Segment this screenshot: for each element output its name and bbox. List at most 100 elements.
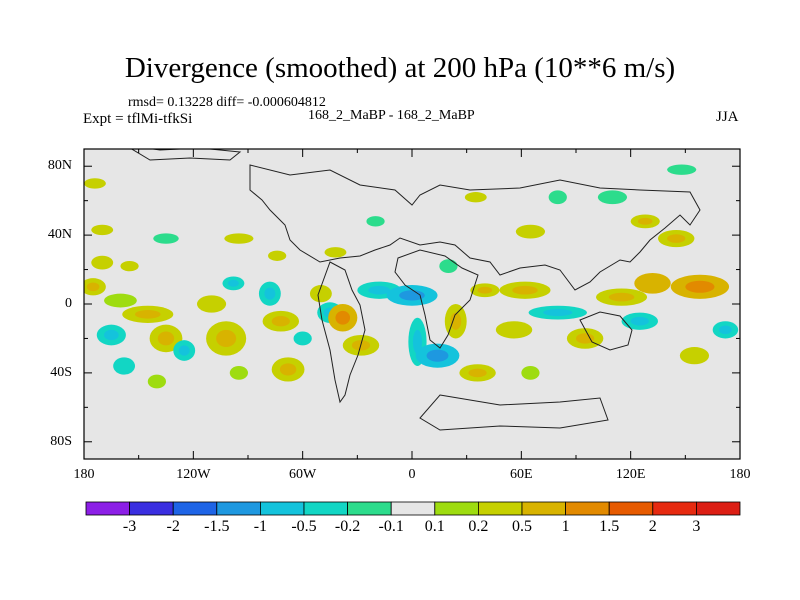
- season-label: JJA: [716, 109, 739, 125]
- x-tick-label: 120W: [176, 467, 211, 482]
- field-core-32: [576, 333, 595, 344]
- field-core-35: [643, 278, 662, 289]
- field-core-6: [178, 345, 190, 356]
- coastline-4: [419, 394, 609, 431]
- colorbar-label: 0.1: [424, 518, 445, 535]
- y-tick-label: 80S: [50, 433, 72, 449]
- field-region-49: [153, 233, 179, 244]
- colorbar-box-5: [303, 501, 348, 516]
- field-core-23: [412, 329, 423, 354]
- field-core-22: [399, 290, 425, 301]
- field-core-4: [104, 329, 119, 341]
- field-region-46: [667, 164, 697, 175]
- colorbar-label: -3: [122, 518, 137, 535]
- field-core-24: [426, 349, 449, 362]
- colorbar-box-2: [172, 501, 218, 516]
- colorbar-box-1: [129, 501, 174, 516]
- colorbar-box-6: [347, 501, 392, 516]
- field-core-5: [157, 331, 175, 346]
- field-region-8: [147, 374, 166, 389]
- coastline-0: [249, 164, 701, 291]
- field-region-26: [439, 259, 458, 273]
- colorbar-label: -1: [253, 518, 268, 535]
- field-region-2: [104, 293, 137, 308]
- colorbar-box-13: [652, 501, 697, 516]
- colorbar-box-4: [259, 501, 305, 516]
- field-core-36: [630, 316, 649, 326]
- field-core-0: [86, 282, 100, 292]
- colorbar-box-10: [521, 501, 566, 516]
- colorbar-label: -2: [166, 518, 180, 535]
- colorbar-box-11: [565, 501, 610, 516]
- colorbar-label: 1: [561, 518, 570, 535]
- colorbar-box-8: [434, 501, 479, 516]
- field-region-7: [113, 357, 136, 375]
- colorbar-box-14: [696, 501, 741, 516]
- colorbar-label: 1.5: [599, 518, 620, 535]
- coastline-1: [317, 261, 366, 404]
- colorbar-box-3: [216, 501, 261, 516]
- stats-label: rmsd= 0.13228 diff= -0.000604812: [128, 95, 326, 110]
- field-region-50: [224, 233, 254, 244]
- field-core-37: [685, 280, 715, 293]
- field-region-45: [464, 192, 487, 203]
- x-tick-label: 120E: [615, 467, 646, 482]
- x-tick-label: 0: [408, 467, 416, 482]
- coastline-3: [579, 311, 633, 351]
- field-region-51: [268, 250, 287, 261]
- field-core-19: [335, 310, 351, 325]
- colorbar-box-12: [608, 501, 654, 516]
- field-region-53: [366, 216, 385, 227]
- field-region-17: [309, 285, 332, 303]
- field-core-28: [477, 286, 493, 294]
- y-tick-label: 40S: [50, 364, 72, 380]
- coastline-2: [394, 249, 479, 349]
- field-core-25: [450, 312, 462, 330]
- field-region-1: [91, 255, 114, 270]
- colorbar-label: -0.1: [378, 518, 404, 535]
- x-tick-label: 180: [73, 467, 95, 482]
- field-region-30: [495, 321, 533, 339]
- field-core-13: [264, 287, 276, 300]
- x-tick-label: 60E: [510, 467, 533, 482]
- field-core-38: [719, 325, 732, 335]
- field-core-31: [543, 309, 573, 317]
- colorbar-label: 2: [648, 518, 657, 535]
- colorbar-box-9: [477, 501, 523, 516]
- colorbar-label: -1.5: [204, 518, 230, 535]
- field-core-14: [271, 316, 290, 327]
- field-core-29: [512, 285, 538, 295]
- colorbar-label: 0.5: [512, 518, 532, 535]
- field-core-21: [368, 285, 391, 295]
- field-region-42: [597, 190, 628, 205]
- x-tick-label: 180: [729, 467, 751, 482]
- colorbar-label: -0.5: [291, 518, 317, 535]
- field-region-44: [515, 224, 546, 239]
- chart-title: Divergence (smoothed) at 200 hPa (10**6 …: [124, 52, 676, 84]
- x-tick-label: 60W: [289, 467, 317, 482]
- field-region-33: [521, 366, 540, 380]
- colorbar-box-0: [85, 501, 130, 516]
- field-core-3: [135, 310, 161, 319]
- field-region-48: [91, 224, 114, 236]
- field-region-39: [679, 347, 710, 365]
- field-region-12: [229, 366, 248, 380]
- field-region-47: [84, 178, 106, 189]
- field-region-16: [293, 331, 312, 346]
- field-core-27: [468, 368, 487, 378]
- y-tick-label: 0: [65, 296, 72, 311]
- colorbar-label: 0.2: [468, 518, 489, 535]
- colorbar-label: 3: [692, 518, 701, 535]
- runs-label: 168_2_MaBP - 168_2_MaBP: [308, 108, 475, 123]
- experiment-label: Expt = tflMi-tfkSi: [83, 111, 193, 127]
- y-tick-label: 80N: [47, 158, 72, 174]
- field-region-54: [120, 260, 139, 272]
- field-core-10: [227, 279, 239, 287]
- field-region-9: [196, 295, 227, 313]
- colorbar-label: -0.2: [334, 518, 361, 535]
- field-core-15: [279, 363, 297, 376]
- coastline-5: [130, 149, 242, 161]
- field-region-52: [324, 247, 347, 258]
- y-tick-label: 40N: [47, 227, 72, 243]
